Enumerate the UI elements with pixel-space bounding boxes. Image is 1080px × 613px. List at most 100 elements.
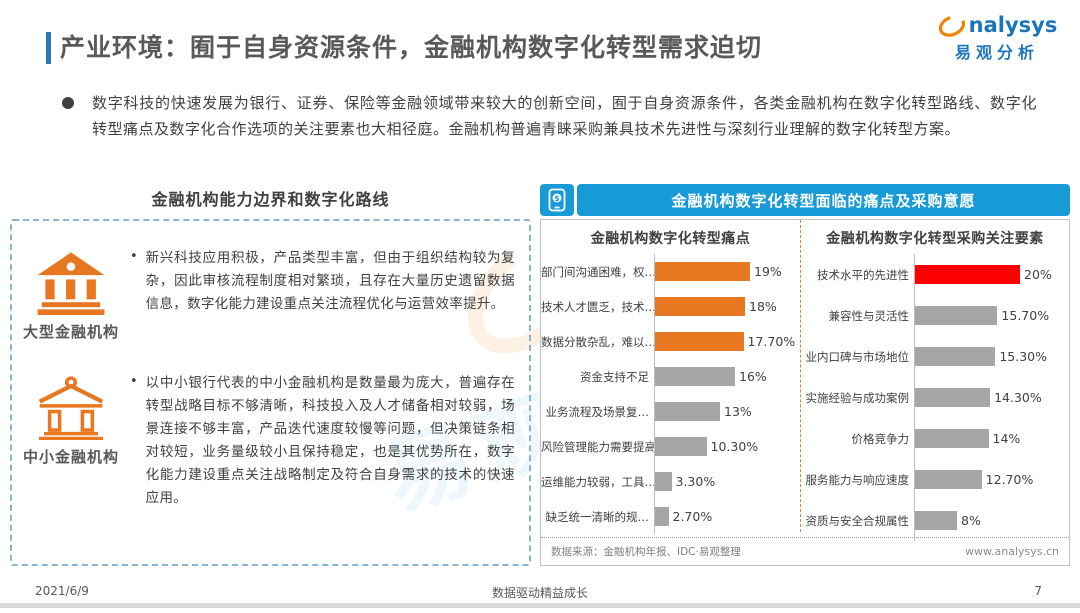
bar	[915, 347, 996, 366]
bar	[915, 265, 1020, 284]
category-label: 兼容性与灵活性	[828, 308, 910, 323]
large-institution-row: 大型金融机构 • 新兴科技应用积极，产品类型丰富，但由于组织结构较为复杂，因此审…	[12, 247, 529, 342]
analysys-logo: nalysys 易观分析	[932, 12, 1062, 63]
chart-row: 服务能力与响应速度 12.70%	[801, 459, 1069, 500]
title-accent-bar	[46, 32, 51, 64]
chart-row: 业务流程及场景复… 13%	[541, 394, 800, 429]
bar-track: 13%	[654, 394, 800, 429]
bar	[915, 306, 998, 325]
category-label: 实施经验与成功案例	[805, 390, 910, 405]
bar-track: 14%	[914, 418, 1069, 459]
page-title: 产业环境：囿于自身资源条件，金融机构数字化转型需求迫切	[60, 33, 763, 62]
website-link[interactable]: www.analysys.cn	[965, 545, 1059, 558]
bar-track: 10.30%	[654, 429, 800, 464]
bar	[655, 402, 720, 421]
chart-row: 资质与安全合规属性 8%	[801, 500, 1069, 541]
category-label: 业内口碑与市场地位	[805, 349, 910, 364]
bar-track: 14.30%	[914, 377, 1069, 418]
category-label: 数据分散杂乱，难以…	[541, 334, 654, 349]
intro-paragraph: 数字科技的快速发展为银行、证券、保险等金融领域带来较大的创新空间，囿于自身资源条…	[62, 90, 1037, 142]
value-label: 15.30%	[999, 349, 1047, 364]
value-label: 15.70%	[1001, 308, 1050, 323]
footer-slogan: 数据驱动精益成长	[491, 586, 588, 600]
chart-row: 技术水平的先进性 20%	[801, 254, 1069, 295]
bar	[915, 470, 982, 489]
chart-row: 价格竞争力 14%	[801, 418, 1069, 459]
value-label: 14%	[992, 431, 1021, 446]
value-label: 3.30%	[675, 474, 716, 489]
purchase-chart-title: 金融机构数字化转型采购关注要素	[826, 231, 1044, 247]
large-institution-label: 大型金融机构	[22, 323, 119, 341]
category-label: 技术人才匮乏，技术…	[541, 299, 654, 314]
value-label: 14.30%	[994, 390, 1042, 405]
capability-panel: 大型金融机构 • 新兴科技应用积极，产品类型丰富，但由于组织结构较为复杂，因此审…	[10, 219, 531, 566]
analysys-swirl-icon	[938, 15, 965, 37]
category-label: 业务流程及场景复…	[545, 404, 650, 419]
category-label: 资质与安全合规属性	[805, 513, 910, 528]
bullet-dot: •	[130, 249, 138, 264]
bar	[655, 367, 735, 386]
purchase-chart-rows: 技术水平的先进性 20% 兼容性与灵活性 15.70% 业内口碑与市场地位 15.30% 实…	[801, 254, 1069, 541]
bullet-dot: •	[130, 374, 138, 389]
category-label: 部门间沟通困难，权…	[541, 264, 654, 279]
small-institution-row: 中小金融机构 • 以中小银行代表的中小金融机构是数量最为庞大，普遍存在转型战略目…	[12, 372, 529, 510]
bar-track: 16%	[654, 359, 800, 394]
bar	[655, 437, 707, 456]
bar	[655, 262, 750, 281]
purchase-factors-chart: 金融机构数字化转型采购关注要素 技术水平的先进性 20% 兼容性与灵活性 15.70%…	[801, 220, 1069, 541]
category-label: 服务能力与响应速度	[805, 472, 910, 487]
chart-row: 运维能力较弱，工具… 3.30%	[541, 464, 800, 499]
mobile-finance-icon: $	[540, 184, 574, 216]
bar	[655, 332, 744, 351]
bar-track: 3.30%	[654, 464, 800, 499]
left-panel-title: 金融机构能力边界和数字化路线	[151, 190, 390, 209]
value-label: 17.70%	[747, 334, 796, 349]
category-label: 缺乏统一清晰的规…	[545, 509, 650, 524]
chart-row: 技术人才匮乏，技术… 18%	[541, 289, 800, 324]
chart-row: 数据分散杂乱，难以… 17.70%	[541, 324, 800, 359]
value-label: 19%	[754, 264, 782, 279]
category-label: 资金支持不足	[580, 369, 649, 384]
footer-page-number: 7	[1034, 584, 1042, 598]
bar-track: 18%	[654, 289, 800, 324]
charts-panel: 金融机构数字化转型痛点 部门间沟通困难，权… 19% 技术人才匮乏，技术… 18% 数据…	[540, 219, 1070, 566]
bar-track: 15.30%	[914, 336, 1069, 377]
chart-row: 兼容性与灵活性 15.70%	[801, 295, 1069, 336]
logo-text-cn: 易观分析	[954, 43, 1039, 62]
value-label: 12.70%	[985, 472, 1034, 487]
bar	[655, 472, 672, 491]
small-institution-text: 以中小银行代表的中小金融机构是数量最为庞大，普遍存在转型战略目标不够清晰，科技投…	[145, 375, 515, 506]
bar	[655, 297, 745, 316]
bar-track: 20%	[914, 254, 1069, 295]
logo-text-en: nalysys	[968, 13, 1058, 37]
value-label: 2.70%	[672, 509, 713, 524]
right-panel-banner: $ 金融机构数字化转型面临的痛点及采购意愿	[540, 184, 1070, 216]
bar-track: 17.70%	[654, 324, 800, 359]
bar-track: 19%	[654, 254, 800, 289]
pain-chart-title: 金融机构数字化转型痛点	[590, 231, 751, 247]
bar-track: 15.70%	[914, 295, 1069, 336]
bar	[915, 511, 957, 530]
bar-track: 2.70%	[654, 499, 800, 534]
bank-outline-icon	[38, 376, 104, 440]
small-institution-label: 中小金融机构	[22, 448, 119, 466]
footer-date: 2021/6/9	[35, 584, 89, 598]
svg-text:$: $	[554, 194, 559, 203]
large-institution-text: 新兴科技应用积极，产品类型丰富，但由于组织结构较为复杂，因此审核流程制度相对繁琐…	[145, 250, 515, 312]
right-panel-title: 金融机构数字化转型面临的痛点及采购意愿	[577, 184, 1070, 216]
value-label: 10.30%	[710, 439, 759, 454]
chart-row: 缺乏统一清晰的规… 2.70%	[541, 499, 800, 534]
chart-row: 风险管理能力需要提高 10.30%	[541, 429, 800, 464]
category-label: 运维能力较弱，工具…	[541, 474, 654, 489]
intro-text: 数字科技的快速发展为银行、证券、保险等金融领域带来较大的创新空间，囿于自身资源条…	[92, 94, 1037, 138]
chart-row: 业内口碑与市场地位 15.30%	[801, 336, 1069, 377]
bar	[915, 388, 991, 407]
category-label: 技术水平的先进性	[817, 267, 909, 282]
pain-points-chart: 金融机构数字化转型痛点 部门间沟通困难，权… 19% 技术人才匮乏，技术… 18% 数据…	[541, 220, 801, 534]
bullet-dot	[62, 97, 74, 109]
bar	[655, 507, 669, 526]
chart-row: 部门间沟通困难，权… 19%	[541, 254, 800, 289]
value-label: 18%	[749, 299, 777, 314]
value-label: 20%	[1024, 267, 1052, 282]
data-source: 数据来源：金融机构年报、IDC·易观整理	[551, 546, 741, 558]
